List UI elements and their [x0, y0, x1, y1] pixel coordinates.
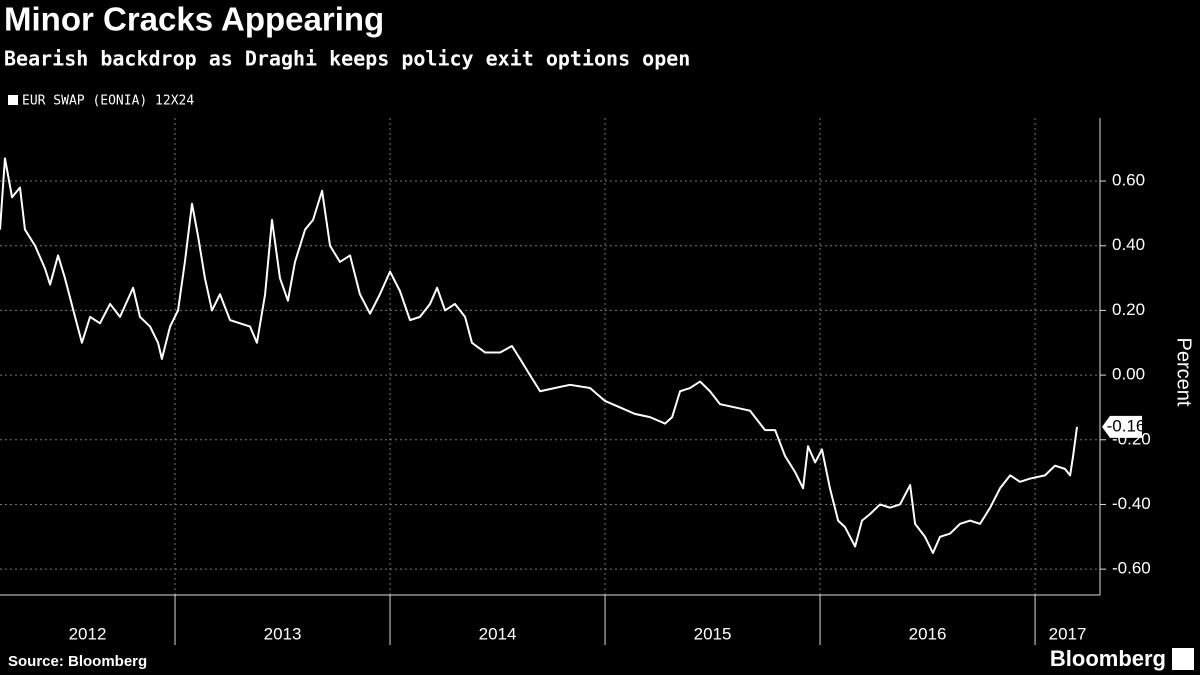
- y-tick-label: 0.20: [1112, 300, 1145, 319]
- x-tick-label: 2013: [264, 624, 302, 643]
- source: Source: Bloomberg: [8, 653, 147, 670]
- x-tick-label: 2014: [479, 624, 517, 643]
- x-tick-label: 2015: [694, 624, 732, 643]
- y-tick-label: 0.40: [1112, 235, 1145, 254]
- chart-subtitle: Bearish backdrop as Draghi keeps policy …: [4, 47, 690, 71]
- brand: Bloomberg: [1050, 646, 1166, 671]
- y-tick-label: 0.60: [1112, 171, 1145, 190]
- x-tick-label: 2016: [909, 624, 947, 643]
- brand-icon: [1172, 648, 1194, 670]
- last-value-tag: [1102, 415, 1142, 438]
- x-tick-label: 2017: [1049, 624, 1087, 643]
- series-line: [0, 157, 1078, 554]
- chart-title: Minor Cracks Appearing: [4, 1, 384, 38]
- last-value-label: -0.16: [1107, 416, 1146, 435]
- y-tick-label: -0.40: [1112, 494, 1151, 513]
- y-tick-label: 0.00: [1112, 365, 1145, 384]
- legend-label: EUR SWAP (EONIA) 12X24: [22, 94, 194, 109]
- y-axis-label: Percent: [1173, 338, 1195, 407]
- legend-swatch: [8, 95, 18, 105]
- y-tick-label: -0.60: [1112, 559, 1151, 578]
- x-tick-label: 2012: [69, 624, 107, 643]
